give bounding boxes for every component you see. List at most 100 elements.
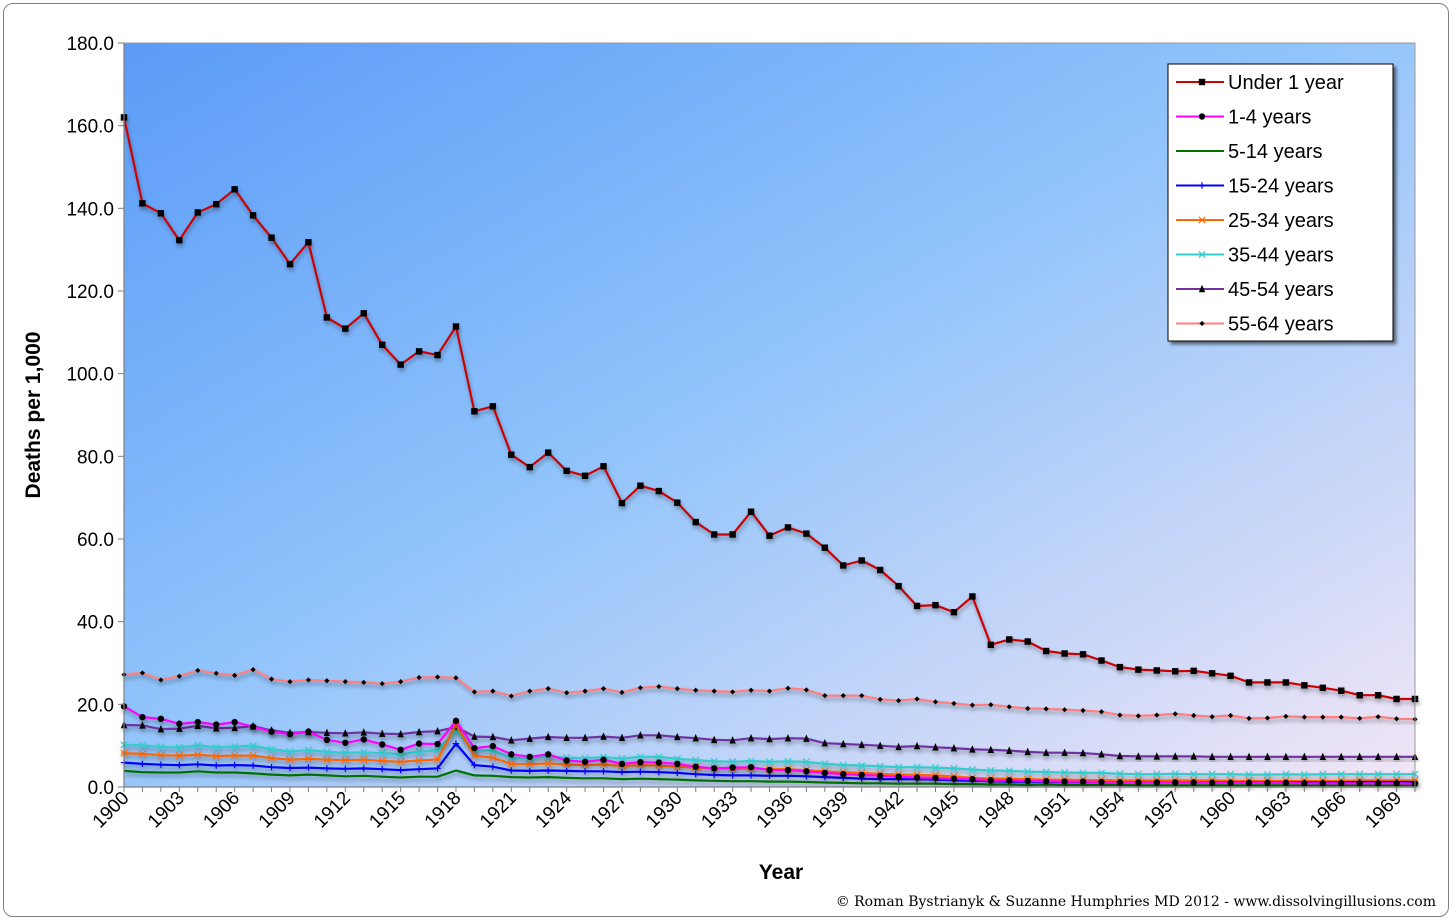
data-point [711,688,717,694]
data-point [637,482,644,489]
data-point [710,765,718,772]
data-point [600,732,607,740]
data-point [360,310,367,317]
data-point [1393,752,1400,761]
data-point [323,736,331,744]
y-tick-label: 80.0 [77,447,114,468]
data-point [1006,746,1013,754]
series-layer [120,114,1419,787]
data-point [360,748,368,756]
data-point [194,761,201,768]
y-tick-label: 180.0 [66,34,114,55]
data-point [692,518,699,526]
data-point [1392,770,1401,778]
legend-item-25-34-years: 25-34 years [1176,210,1334,232]
data-point [969,745,976,753]
data-point [1153,667,1160,674]
data-point [674,732,681,741]
data-point [194,741,202,749]
data-point [268,763,275,771]
data-point [415,756,423,765]
data-point [1190,779,1197,786]
legend-label: 45-54 years [1228,279,1334,301]
data-point [250,667,256,673]
data-point [1153,770,1161,778]
data-point [1264,779,1271,787]
x-tick-labels: 1900 1903 1906 1909 1912 1915 1918 1921 1924 1927… [89,787,1406,832]
data-point [194,721,201,730]
data-point [766,772,773,780]
legend-label: 1-4 years [1228,107,1311,129]
data-point [600,463,607,470]
data-point [1246,715,1252,721]
data-point [1393,695,1400,703]
data-point [379,741,386,748]
y-axis-title: Deaths per 1,000 [22,332,45,499]
data-point [175,743,183,751]
data-point [822,693,828,699]
data-point [765,758,774,766]
y-tick-label: 120.0 [66,282,114,303]
data-point [932,699,939,705]
data-point [563,767,570,775]
data-point [379,729,386,737]
data-point [563,467,570,474]
data-point [157,210,165,217]
data-point [1061,778,1068,785]
data-point [1061,707,1068,713]
data-point [508,693,514,699]
data-point [231,723,238,732]
data-point [194,209,201,216]
legend-label: Under 1 year [1228,72,1344,94]
data-point [987,641,995,649]
data-point [1024,638,1031,645]
data-point [1042,748,1050,756]
data-point [1079,769,1087,777]
series-45-54-years [120,720,1419,761]
data-point [1135,752,1142,760]
data-point [1301,752,1308,761]
data-point [507,760,515,768]
x-tick-label: 1960 [1195,788,1240,833]
data-point [489,732,497,741]
x-tick-label: 1912 [310,788,355,833]
data-point [877,696,883,702]
data-point [1356,692,1363,699]
data-point [840,770,847,778]
data-point [1024,768,1032,776]
data-point [1245,779,1253,787]
series-5-14-years [123,769,1415,787]
data-point [1337,770,1345,778]
data-point [1190,752,1197,760]
data-point [1227,752,1234,761]
data-point [138,750,147,758]
data-point [1338,780,1345,787]
data-point [1024,777,1031,784]
data-point [913,774,921,781]
data-point [305,764,312,771]
x-axis-title: Year [759,861,803,884]
data-point [803,734,810,742]
data-point [1024,747,1031,756]
data-point [1080,707,1086,714]
data-point [1098,709,1105,715]
legend-marker [1198,216,1206,224]
data-point [1098,657,1105,664]
data-point [803,687,809,693]
x-tick-label: 1906 [199,788,244,833]
data-point [747,734,755,742]
data-point [563,733,570,742]
data-point [564,690,570,696]
data-point [655,759,663,766]
data-point [932,601,939,609]
data-point [673,755,681,763]
data-point [1319,780,1326,787]
data-point [1264,679,1271,686]
data-point [785,685,791,691]
data-point [1079,748,1087,757]
data-point [360,765,367,772]
data-point [729,772,736,779]
data-point [1374,752,1382,761]
data-point [434,740,441,748]
